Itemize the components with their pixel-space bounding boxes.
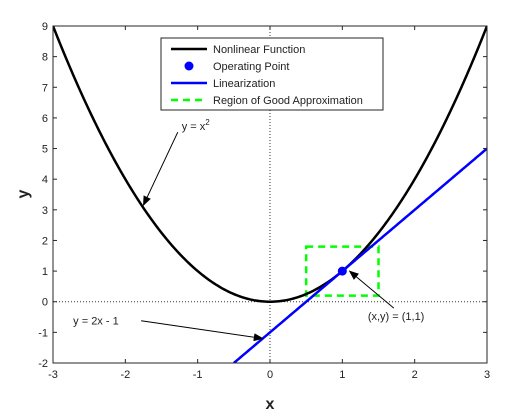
y-tick-label: 1 [42,266,48,278]
x-tick-label: 1 [339,369,345,381]
y-tick-label: 8 [42,52,48,64]
operating-point-marker [338,267,347,276]
x-tick-label: -2 [120,369,130,381]
legend-label: Nonlinear Function [213,44,305,56]
y-tick-label: 2 [42,235,48,247]
annotation-label: y = 2x - 1 [73,316,119,328]
y-tick-label: 3 [42,205,48,217]
y-axis-title: y [15,189,32,198]
legend: Nonlinear Function Operating Point Lineari… [161,38,383,110]
legend-swatch-point [185,62,194,71]
y-tick-label: 7 [42,82,48,94]
y-tick-label: 5 [42,144,48,156]
y-tick-label: 6 [42,113,48,125]
y-tick-label: 4 [42,174,48,186]
legend-label: Linearization [213,78,275,90]
x-tick-label: -3 [48,369,58,381]
y-tick-label: 0 [42,297,48,309]
legend-label: Operating Point [213,61,289,73]
x-axis-title: x [266,396,275,413]
x-tick-label: 3 [484,369,490,381]
y-tick-label: -1 [38,327,48,339]
y-tick-label: 9 [42,21,48,33]
annotation-label: (x,y) = (1,1) [368,311,425,323]
legend-label: Region of Good Approximation [213,95,363,107]
y-tick-label: -2 [38,358,48,370]
x-tick-label: 2 [412,369,418,381]
x-tick-label: 0 [267,369,273,381]
x-tick-label: -1 [193,369,203,381]
